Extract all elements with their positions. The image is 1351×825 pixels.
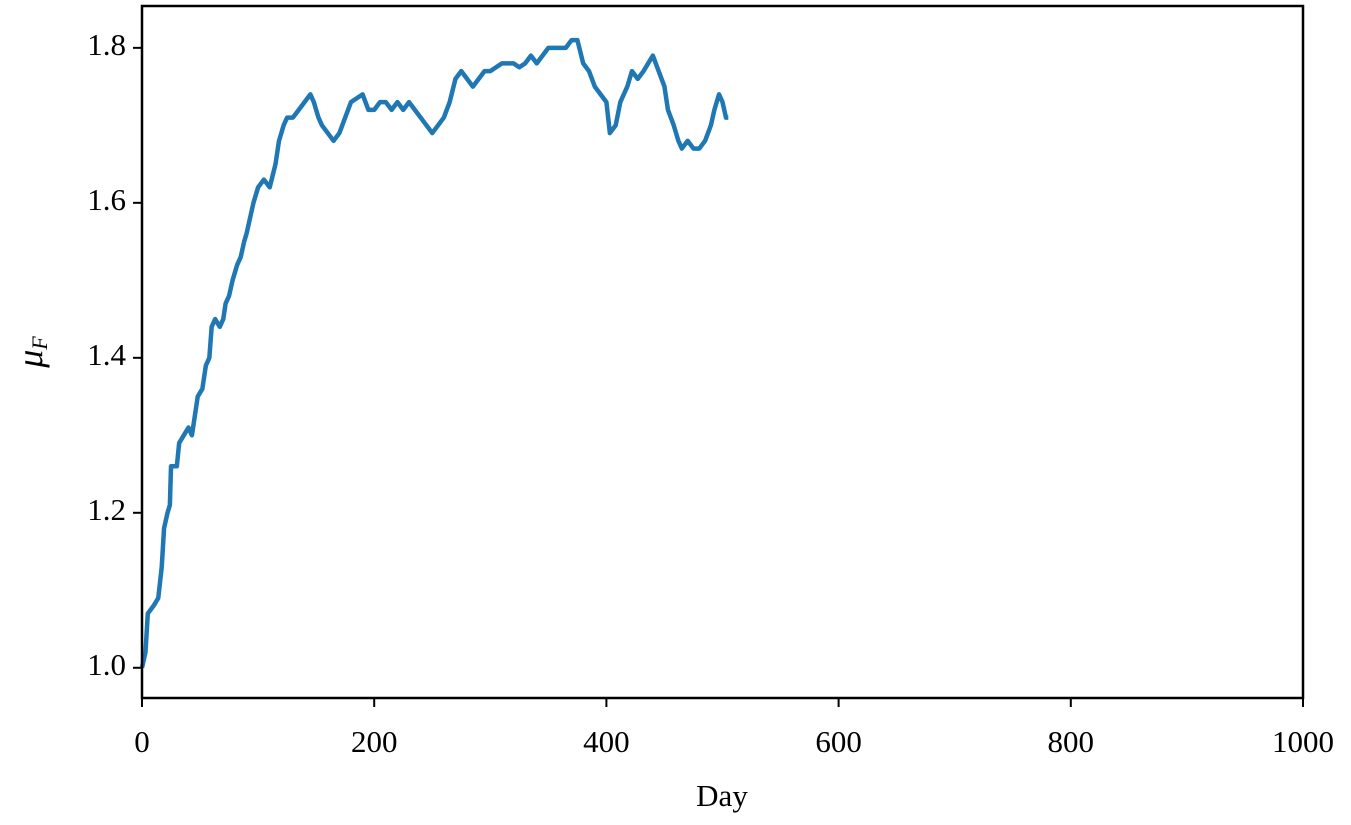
x-tick-label: 1000 bbox=[1272, 724, 1334, 759]
x-tick-label: 400 bbox=[583, 724, 630, 759]
x-tick-label: 0 bbox=[134, 724, 150, 759]
y-label-subscript: F bbox=[27, 336, 52, 351]
x-axis-label: Day bbox=[696, 778, 748, 813]
data-line bbox=[139, 37, 729, 669]
plot-frame bbox=[140, 4, 1305, 700]
x-tick-label: 600 bbox=[815, 724, 862, 759]
y-axis-label: μF bbox=[10, 336, 52, 369]
y-label-symbol: μ bbox=[10, 350, 50, 369]
y-tick-label: 1.8 bbox=[87, 27, 126, 62]
x-tick-label: 800 bbox=[1048, 724, 1095, 759]
y-tick-label: 1.4 bbox=[87, 337, 126, 372]
y-tick-label: 1.0 bbox=[87, 647, 126, 682]
y-tick-label: 1.6 bbox=[87, 182, 126, 217]
x-tick-label: 200 bbox=[351, 724, 398, 759]
y-tick-label: 1.2 bbox=[87, 492, 126, 527]
